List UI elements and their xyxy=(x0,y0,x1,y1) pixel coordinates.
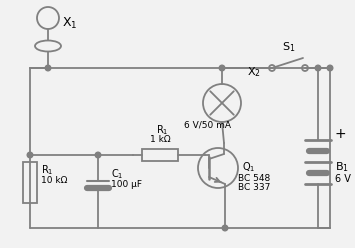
Text: 1 kΩ: 1 kΩ xyxy=(150,135,171,144)
Text: 10 kΩ: 10 kΩ xyxy=(41,176,67,185)
Circle shape xyxy=(95,152,101,158)
Text: R$_1$: R$_1$ xyxy=(156,123,169,137)
Text: 6 V/50 mA: 6 V/50 mA xyxy=(184,121,231,130)
Text: X$_2$: X$_2$ xyxy=(247,65,261,79)
Text: Q$_1$: Q$_1$ xyxy=(242,160,255,174)
Text: 6 V: 6 V xyxy=(335,174,351,184)
Text: R$_1$: R$_1$ xyxy=(41,163,54,177)
Circle shape xyxy=(327,65,333,71)
Text: 100 μF: 100 μF xyxy=(111,180,142,189)
Circle shape xyxy=(27,152,33,158)
Circle shape xyxy=(222,225,228,231)
Text: B$_1$: B$_1$ xyxy=(335,160,349,174)
Text: BC 548: BC 548 xyxy=(238,174,270,183)
Text: BC 337: BC 337 xyxy=(238,183,271,192)
Circle shape xyxy=(219,65,225,71)
Text: C$_1$: C$_1$ xyxy=(111,167,124,181)
Circle shape xyxy=(45,65,51,71)
Bar xyxy=(23,162,37,203)
Text: X$_1$: X$_1$ xyxy=(62,16,77,31)
Text: +: + xyxy=(335,127,346,141)
Bar xyxy=(142,149,178,161)
Circle shape xyxy=(315,65,321,71)
Text: S$_1$: S$_1$ xyxy=(282,40,295,54)
